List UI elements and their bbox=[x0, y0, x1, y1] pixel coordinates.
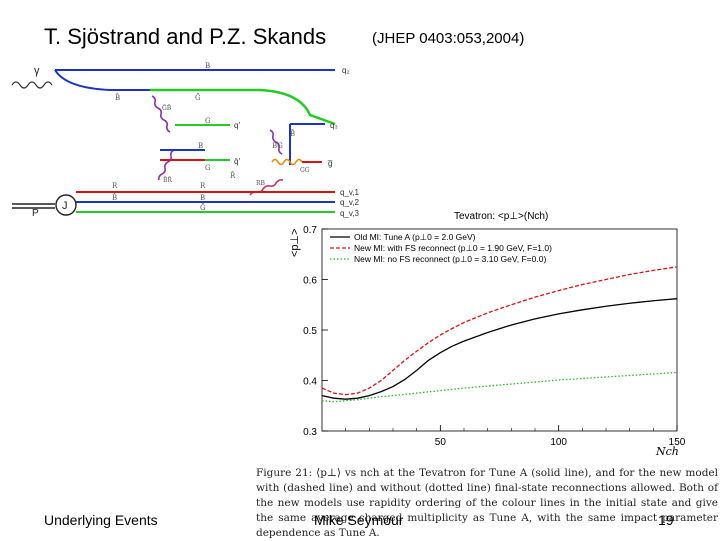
gluon-wiggle-orange bbox=[271, 158, 303, 166]
label-qprime: q′ bbox=[234, 121, 240, 130]
junction-circle bbox=[55, 194, 77, 216]
label-g2: G bbox=[205, 164, 211, 172]
label-r1: R bbox=[112, 182, 118, 190]
label-rb: RB bbox=[256, 180, 266, 187]
label-b1: B bbox=[205, 62, 210, 70]
figure-caption: Figure 21: ⟨p⊥⟩ vs nch at the Tevatron f… bbox=[256, 467, 718, 539]
x-tick-label: 150 bbox=[669, 437, 686, 448]
label-q2: q₂ bbox=[342, 66, 350, 75]
green-arc bbox=[150, 88, 336, 126]
y-tick-label: 0.7 bbox=[303, 225, 317, 236]
y-tick-label: 0.4 bbox=[303, 377, 317, 388]
label-gbar: Ḡ bbox=[195, 93, 201, 102]
junction-label: J bbox=[62, 200, 68, 212]
proton-label: P bbox=[32, 208, 39, 219]
photon-line bbox=[11, 81, 53, 89]
label-gg: GG bbox=[300, 167, 310, 174]
page-number: 19 bbox=[658, 512, 674, 528]
chart-title: Tevatron: <p⊥>(Nch) bbox=[454, 211, 548, 222]
series-line-0 bbox=[321, 298, 678, 400]
label-rbar: R̄ bbox=[230, 171, 236, 180]
top-curve-b bbox=[54, 69, 111, 91]
footer-speaker: Mike Seymour bbox=[314, 512, 404, 528]
y-tick-label: 0.6 bbox=[303, 276, 317, 287]
footer-talk-title: Underlying Events bbox=[44, 512, 158, 528]
colour-flow-diagram: γ P J B q₂ B̄ Ḡ G q′ q₃ BG ḠB̄ B̄R̄ RB G… bbox=[11, 62, 360, 219]
label-qv1: q_v,1 bbox=[340, 188, 360, 197]
label-bbar1: B̄ bbox=[115, 93, 120, 102]
x-tick-label: 100 bbox=[550, 437, 567, 448]
x-axis-label: Nch bbox=[655, 445, 679, 458]
gamma-label: γ bbox=[34, 65, 40, 77]
label-b2: B bbox=[198, 142, 203, 150]
label-bbar2: B̄ bbox=[112, 193, 117, 202]
series-line-2 bbox=[321, 371, 678, 403]
label-qbarprime: q̄′ bbox=[234, 157, 240, 166]
series-line-1 bbox=[321, 266, 678, 396]
pt-vs-nch-chart: Tevatron: <p⊥>(Nch) 0.3 0.4 0.5 0.6 0.7 50 10… bbox=[289, 211, 686, 458]
legend-entry: New MI: with FS reconnect (p⊥0 = 1.90 Ge… bbox=[354, 243, 552, 253]
gluon-wiggle-3 bbox=[269, 129, 283, 155]
gluon-wiggle-2 bbox=[158, 149, 175, 181]
y-tick-label: 0.5 bbox=[303, 326, 317, 337]
legend-entry: New MI: no FS reconnect (p⊥0 = 3.10 GeV,… bbox=[354, 254, 546, 264]
label-bbar-rbar: B̄R̄ bbox=[163, 177, 172, 184]
gluon-wiggle-1 bbox=[151, 95, 171, 133]
y-axis-label: <p⊥> bbox=[289, 228, 301, 257]
label-r2: R bbox=[200, 182, 206, 190]
label-g1: G bbox=[205, 117, 211, 125]
slide-title: T. Sjöstrand and P.Z. Skands bbox=[44, 24, 327, 49]
label-gbar2: Ḡ bbox=[200, 203, 206, 212]
x-tick-label: 50 bbox=[435, 437, 447, 448]
label-b3: B bbox=[200, 194, 205, 202]
label-q3: q₃ bbox=[330, 121, 338, 130]
slide-reference: (JHEP 0403:053,2004) bbox=[372, 30, 525, 47]
legend-entry: Old MI: Tune A (p⊥0 = 2.0 GeV) bbox=[354, 232, 476, 242]
label-bg: BG bbox=[272, 142, 283, 150]
label-bbar3: B̄ bbox=[290, 129, 295, 138]
label-qv2: q_v,2 bbox=[340, 198, 360, 207]
label-qv3: q_v,3 bbox=[340, 209, 360, 218]
y-tick-label: 0.3 bbox=[303, 427, 317, 438]
label-gbar-out: g̅ bbox=[327, 159, 333, 168]
label-gbar-bbar: ḠB̄ bbox=[162, 104, 172, 112]
